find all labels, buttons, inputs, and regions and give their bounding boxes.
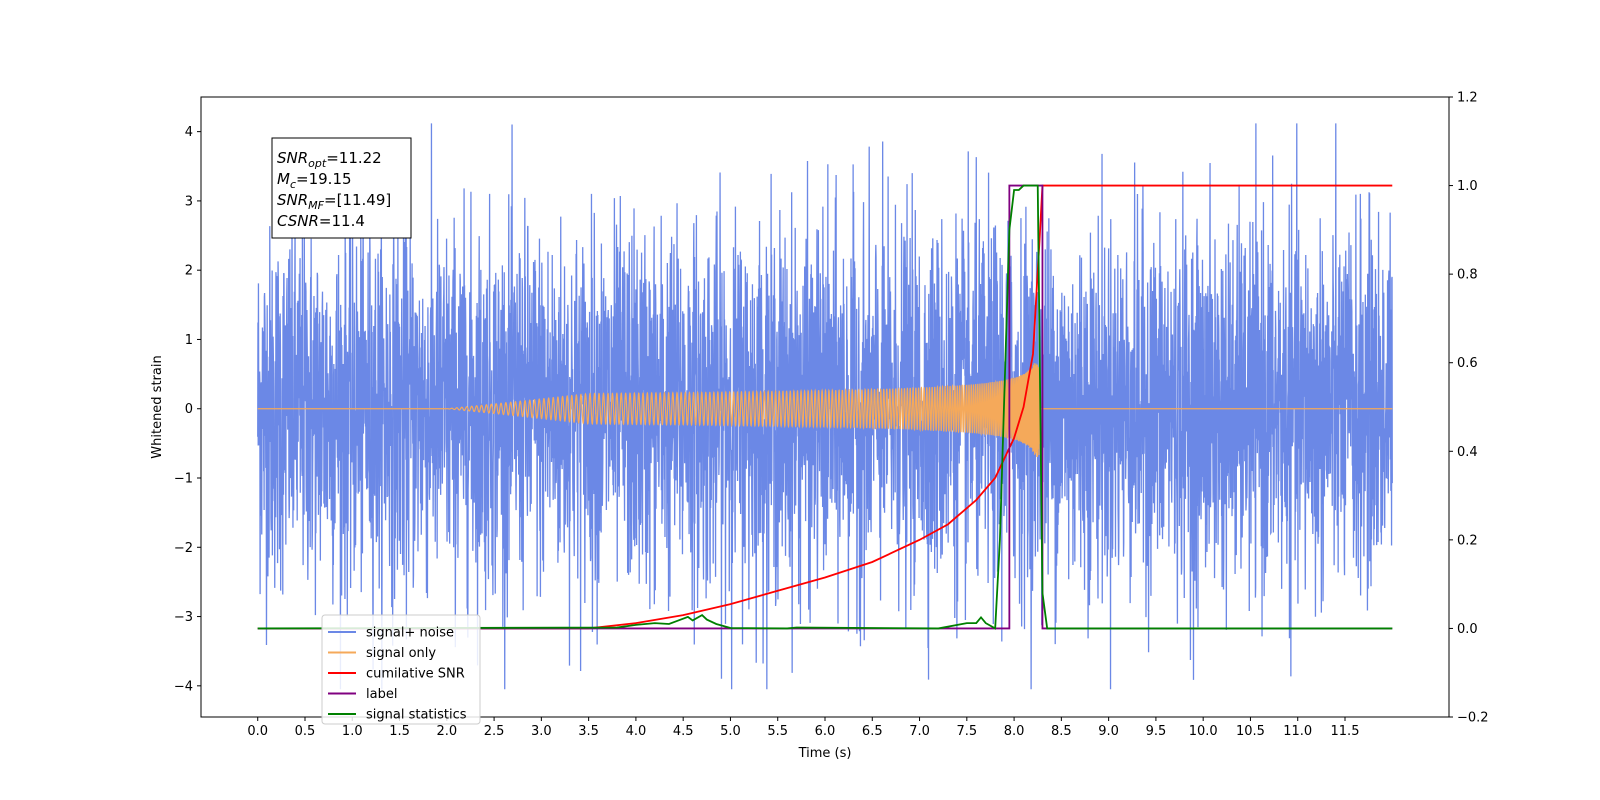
annotation-subscript: opt — [308, 157, 327, 170]
x-tick-label: 6.5 — [862, 724, 883, 739]
x-tick-label: 3.5 — [578, 724, 599, 739]
x-tick-label: 6.0 — [815, 724, 836, 739]
legend-label: cumilative SNR — [366, 667, 465, 682]
annotation-value: =[11.49] — [324, 191, 391, 209]
y2-tick-label: 0.4 — [1457, 445, 1478, 460]
x-tick-label: 4.0 — [626, 724, 647, 739]
y2-tick-label: 1.0 — [1457, 179, 1478, 194]
y-tick-label: −1 — [174, 472, 193, 487]
legend-label: signal+ noise — [366, 626, 454, 641]
y-axis-left: −4 −3 −2 −1 0 1 2 3 4 — [174, 125, 201, 694]
annotation-value: =11.4 — [319, 212, 365, 230]
y-tick-label: 2 — [185, 264, 193, 279]
x-tick-label: 3.0 — [531, 724, 552, 739]
signal-only-line — [257, 363, 1393, 457]
signal-noise-line — [257, 123, 1393, 690]
legend: signal+ noise signal only cumilative SNR la… — [321, 614, 481, 725]
y-axis-title: Whitened strain — [150, 355, 165, 458]
x-tick-label: 4.5 — [673, 724, 694, 739]
y-axis-right: −0.2 0.0 0.2 0.4 0.6 0.8 1.0 1.2 — [1449, 91, 1489, 726]
annotation-value: =19.15 — [296, 170, 352, 188]
annotation-subscript: c — [290, 178, 296, 191]
x-tick-label: 0.0 — [247, 724, 268, 739]
x-tick-label: 7.0 — [909, 724, 930, 739]
y2-tick-label: 0.8 — [1457, 268, 1478, 283]
cumilative-snr-line — [257, 184, 1393, 630]
x-tick-label: 2.0 — [436, 724, 457, 739]
x-tick-label: 9.5 — [1146, 724, 1167, 739]
x-tick-label: 0.5 — [295, 724, 316, 739]
y-tick-label: −3 — [174, 610, 193, 625]
y2-tick-label: 0.0 — [1457, 622, 1478, 637]
annotation-line: SNRMF=[11.49] — [277, 191, 391, 212]
legend-label: signal only — [366, 646, 436, 661]
annotation-frame — [271, 137, 412, 239]
right-axis-series — [257, 184, 1393, 630]
x-tick-label: 10.5 — [1236, 724, 1265, 739]
stats-annotation-box: SNRopt=11.22Mc=19.15SNRMF=[11.49]CSNR=11… — [271, 137, 412, 239]
y-tick-label: 1 — [185, 333, 193, 348]
annotation-symbol: SNR — [277, 149, 308, 167]
y-tick-label: −4 — [174, 679, 193, 694]
y-tick-label: 3 — [185, 194, 193, 209]
annotation-line: CSNR=11.4 — [277, 212, 365, 230]
x-tick-label: 7.5 — [956, 724, 977, 739]
annotation-symbol: CSNR — [277, 212, 319, 230]
x-axis: 0.0 0.5 1.0 1.5 2.0 2.5 3.0 3.5 4.0 4.5 5.0 5.5 6.0 6… — [247, 717, 1359, 739]
legend-frame — [321, 614, 481, 725]
annotation-symbol: SNR — [277, 191, 308, 209]
annotation-subscript: MF — [308, 199, 324, 212]
y-tick-label: 0 — [185, 402, 193, 417]
annotation-symbol: M — [277, 170, 290, 188]
annotation-line: SNRopt=11.22 — [277, 149, 382, 170]
x-tick-label: 8.0 — [1004, 724, 1025, 739]
y2-tick-label: 0.6 — [1457, 356, 1478, 371]
x-tick-label: 5.0 — [720, 724, 741, 739]
x-tick-label: 11.0 — [1283, 724, 1312, 739]
x-tick-label: 2.5 — [484, 724, 505, 739]
annotation-value: =11.22 — [326, 149, 382, 167]
x-axis-title: Time (s) — [798, 746, 852, 761]
y2-tick-label: 1.2 — [1457, 91, 1478, 106]
signal-noise-series — [257, 123, 1393, 690]
annotation-line: Mc=19.15 — [277, 170, 352, 191]
x-tick-label: 9.0 — [1098, 724, 1119, 739]
x-tick-label: 1.5 — [389, 724, 410, 739]
y2-tick-label: 0.2 — [1457, 533, 1478, 548]
x-tick-label: 1.0 — [342, 724, 363, 739]
y2-tick-label: −0.2 — [1457, 711, 1489, 726]
signal-statistics-line — [257, 184, 1393, 630]
x-tick-label: 5.5 — [767, 724, 788, 739]
signal-only-series — [257, 363, 1393, 457]
legend-label: label — [366, 687, 397, 702]
y-tick-label: −2 — [174, 541, 193, 556]
x-tick-label: 11.5 — [1331, 724, 1360, 739]
x-tick-label: 10.0 — [1189, 724, 1218, 739]
x-tick-label: 8.5 — [1051, 724, 1072, 739]
legend-label: signal statistics — [366, 708, 467, 723]
y-tick-label: 4 — [185, 125, 193, 140]
